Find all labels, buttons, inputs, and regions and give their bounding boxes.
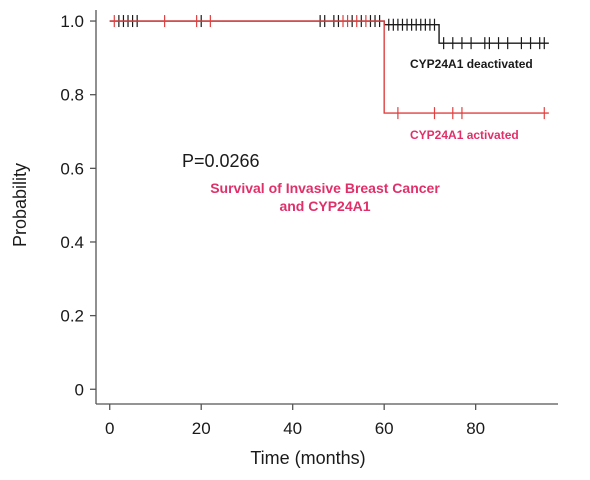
- survival-curve-activated: [109, 20, 549, 114]
- legend-label-deactivated: CYP24A1 deactivated: [410, 57, 533, 71]
- y-tick-label: 0.2: [60, 307, 84, 326]
- chart-subtitle-line-2: and CYP24A1: [279, 198, 370, 214]
- x-tick-label: 20: [192, 419, 211, 438]
- chart-axes: 0 20 40 60 80 0 0.2 0.4 0.6 0.8 1.0: [60, 10, 558, 438]
- chart-text: P=0.0266 Survival of Invasive Breast Can…: [10, 57, 533, 468]
- x-tick-label: 40: [283, 419, 302, 438]
- y-tick-label: 0.8: [60, 86, 84, 105]
- x-tick-label: 0: [105, 419, 114, 438]
- chart-subtitle-line-1: Survival of Invasive Breast Cancer: [210, 180, 440, 196]
- survival-curve-deactivated: [109, 20, 549, 44]
- y-tick-label: 0.6: [60, 159, 84, 178]
- y-tick-label: 0: [75, 380, 84, 399]
- x-tick-label: 80: [466, 419, 485, 438]
- x-axis-title: Time (months): [250, 448, 365, 468]
- y-tick-label: 0.4: [60, 233, 84, 252]
- x-tick-label: 60: [375, 419, 394, 438]
- y-axis-title: Probability: [10, 163, 30, 247]
- chart-series: [109, 15, 549, 120]
- p-value-annotation: P=0.0266: [182, 151, 260, 171]
- legend-label-activated: CYP24A1 activated: [410, 128, 519, 142]
- y-tick-label: 1.0: [60, 12, 84, 31]
